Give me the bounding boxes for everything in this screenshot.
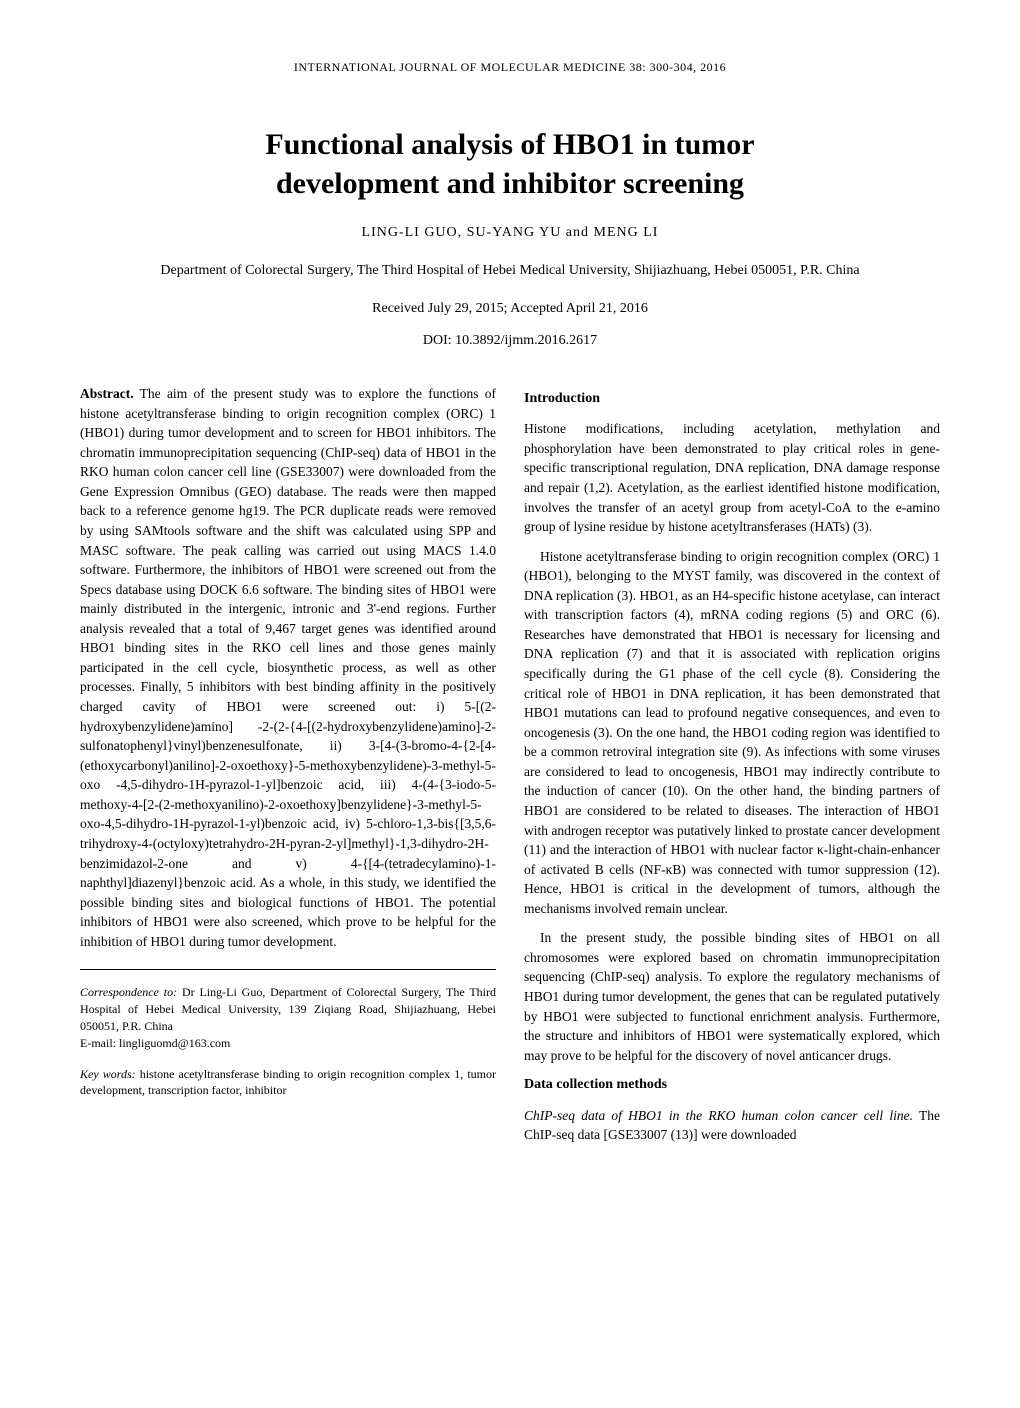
correspondence-label: Correspondence to:	[80, 985, 177, 999]
abstract-text: The aim of the present study was to expl…	[80, 386, 496, 949]
two-column-body: Abstract. The aim of the present study w…	[80, 384, 940, 1155]
affiliation: Department of Colorectal Surgery, The Th…	[80, 263, 940, 279]
correspondence-block: Correspondence to: Dr Ling-Li Guo, Depar…	[80, 984, 496, 1051]
correspondence-email: E-mail: lingliguomd@163.com	[80, 1035, 496, 1052]
right-column: Introduction Histone modifications, incl…	[524, 384, 940, 1155]
left-column: Abstract. The aim of the present study w…	[80, 384, 496, 1155]
article-title: Functional analysis of HBO1 in tumor dev…	[80, 125, 940, 203]
methods-heading: Data collection methods	[524, 1075, 940, 1095]
keywords-block: Key words: histone acetyltransferase bin…	[80, 1066, 496, 1100]
title-line-1: Functional analysis of HBO1 in tumor	[265, 128, 754, 161]
footer-divider	[80, 969, 496, 970]
intro-paragraph-3: In the present study, the possible bindi…	[524, 928, 940, 1065]
methods-paragraph-1: ChIP-seq data of HBO1 in the RKO human c…	[524, 1106, 940, 1145]
methods-subhead-italic: ChIP-seq data of HBO1 in the RKO human c…	[524, 1108, 913, 1123]
intro-paragraph-2: Histone acetyltransferase binding to ori…	[524, 547, 940, 919]
abstract-label: Abstract.	[80, 386, 134, 401]
received-accepted-dates: Received July 29, 2015; Accepted April 2…	[80, 301, 940, 317]
running-head: INTERNATIONAL JOURNAL OF MOLECULAR MEDIC…	[80, 60, 940, 75]
title-line-2: development and inhibitor screening	[276, 167, 744, 200]
doi: DOI: 10.3892/ijmm.2016.2617	[80, 333, 940, 349]
correspondence-text: Correspondence to: Dr Ling-Li Guo, Depar…	[80, 984, 496, 1034]
keywords-body: histone acetyltransferase binding to ori…	[80, 1067, 496, 1098]
intro-paragraph-1: Histone modifications, including acetyla…	[524, 419, 940, 536]
abstract-paragraph: Abstract. The aim of the present study w…	[80, 384, 496, 951]
keywords-label: Key words:	[80, 1067, 136, 1081]
authors: LING-LI GUO, SU-YANG YU and MENG LI	[80, 225, 940, 241]
introduction-heading: Introduction	[524, 389, 940, 409]
